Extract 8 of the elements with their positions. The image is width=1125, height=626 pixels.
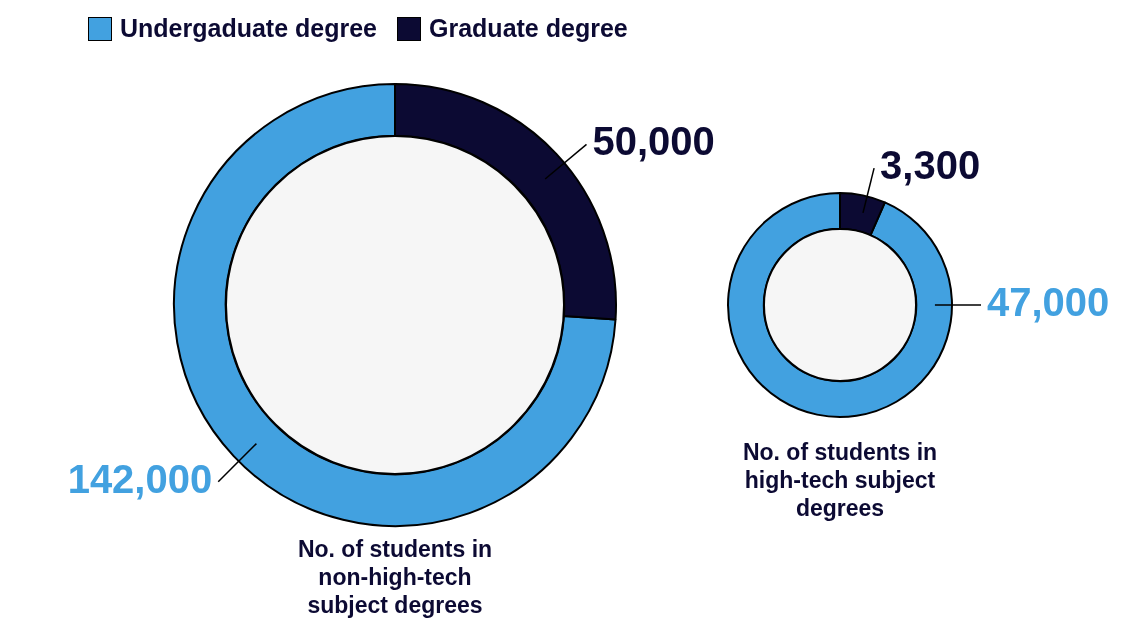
- legend-label: Graduate degree: [429, 14, 628, 43]
- data-label: 3,300: [880, 143, 981, 188]
- data-label: 142,000: [67, 456, 213, 501]
- data-label: 50,000: [592, 119, 715, 164]
- data-label: 47,000: [987, 280, 1110, 325]
- text: No. of students in high-tech subject degrees: [741, 438, 939, 522]
- text: No. of students in non-high-tech subject degrees: [296, 535, 494, 619]
- legend-label: Undergaduate degree: [120, 14, 378, 43]
